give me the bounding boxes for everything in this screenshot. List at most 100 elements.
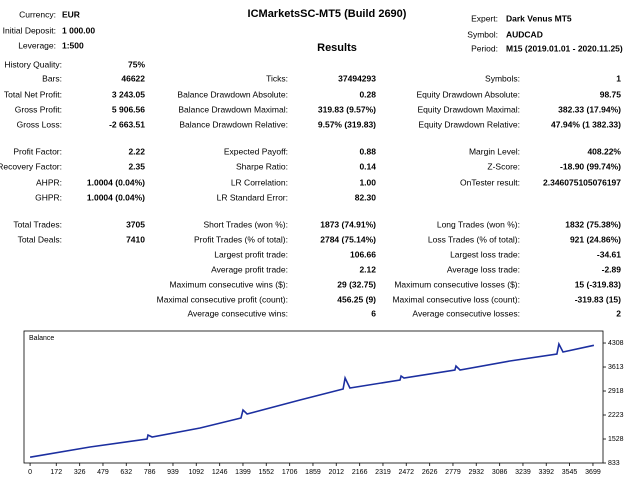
stat-value: 29 (32.75) — [337, 279, 376, 289]
stat-label: Equity Drawdown Absolute: — [417, 89, 520, 99]
stat-label: Balance Drawdown Absolute: — [177, 89, 288, 99]
stat-label: Symbols: — [485, 73, 520, 83]
stat-value: -319.83 (15) — [575, 294, 621, 304]
stat-value: 98.75 — [600, 89, 622, 99]
info-value: EUR — [62, 9, 80, 19]
x-tick-label: 172 — [50, 469, 62, 476]
stat-value: 1832 (75.38%) — [565, 219, 621, 229]
stat-label: LR Standard Error: — [217, 192, 288, 202]
y-tick-label: 3613 — [608, 364, 624, 371]
info-label: Period: — [471, 43, 498, 53]
stat-value: 2.22 — [128, 146, 145, 156]
x-tick-label: 2319 — [375, 469, 391, 476]
stat-value: 47.94% (1 382.33) — [551, 119, 621, 129]
stat-label: Profit Factor: — [13, 146, 62, 156]
x-tick-label: 3392 — [538, 469, 554, 476]
stat-value: 456.25 (9) — [337, 294, 376, 304]
stat-label: Margin Level: — [469, 146, 520, 156]
x-tick-label: 1399 — [235, 469, 251, 476]
stat-label: Equity Drawdown Relative: — [418, 119, 520, 129]
stat-label: Average loss trade: — [447, 264, 520, 274]
x-tick-label: 1552 — [258, 469, 274, 476]
stat-label: Profit Trades (% of total): — [194, 234, 288, 244]
stat-value: 2784 (75.14%) — [320, 234, 376, 244]
info-value: Dark Venus MT5 — [506, 13, 572, 23]
stat-value: 6 — [371, 308, 376, 318]
x-tick-label: 1859 — [305, 469, 321, 476]
stat-value: 0.28 — [359, 89, 376, 99]
x-tick-label: 2012 — [328, 469, 344, 476]
x-tick-label: 939 — [167, 469, 179, 476]
x-tick-label: 786 — [144, 469, 156, 476]
stat-label: Equity Drawdown Maximal: — [417, 104, 520, 114]
x-tick-label: 3086 — [492, 469, 508, 476]
stat-value: 0.88 — [359, 146, 376, 156]
stat-label: Total Trades: — [13, 219, 62, 229]
stat-label: Gross Profit: — [15, 104, 62, 114]
info-label: Leverage: — [18, 40, 56, 50]
stat-label: Expected Payoff: — [224, 146, 288, 156]
stat-value: 0.14 — [359, 161, 376, 171]
stat-value: 46622 — [121, 73, 145, 83]
chart-title: Balance — [29, 335, 54, 342]
stat-label: GHPR: — [35, 192, 62, 202]
stat-label: Sharpe Ratio: — [236, 161, 288, 171]
stat-label: Loss Trades (% of total): — [428, 234, 520, 244]
stat-value: -2.89 — [602, 264, 622, 274]
x-tick-label: 2932 — [468, 469, 484, 476]
info-label: Expert: — [471, 13, 498, 23]
balance-line — [29, 341, 595, 458]
stat-label: Maximum consecutive wins ($): — [169, 279, 288, 289]
stat-label: Largest loss trade: — [450, 249, 520, 259]
x-tick-label: 2472 — [398, 469, 414, 476]
stat-label: Maximum consecutive losses ($): — [394, 279, 520, 289]
x-tick-label: 3545 — [562, 469, 578, 476]
stat-label: Average consecutive losses: — [412, 308, 520, 318]
x-tick-label: 1092 — [188, 469, 204, 476]
stat-label: Bars: — [42, 73, 62, 83]
stat-label: Recovery Factor: — [0, 161, 62, 171]
x-tick-label: 2779 — [445, 469, 461, 476]
stat-label: Short Trades (won %): — [203, 219, 288, 229]
stat-value: 75% — [128, 59, 145, 69]
stat-value: 1873 (74.91%) — [320, 219, 376, 229]
info-value: AUDCAD — [506, 29, 543, 39]
stat-value: 1.0004 (0.04%) — [87, 177, 145, 187]
x-tick-label: 632 — [120, 469, 132, 476]
stat-label: History Quality: — [4, 59, 62, 69]
x-tick-label: 3239 — [515, 469, 531, 476]
stat-value: 37494293 — [338, 73, 376, 83]
info-value: M15 (2019.01.01 - 2020.11.25) — [506, 43, 623, 53]
stat-label: Total Deals: — [18, 234, 62, 244]
stat-value: -18.90 (99.74%) — [560, 161, 621, 171]
stat-value: 82.30 — [355, 192, 377, 202]
x-tick-label: 1706 — [282, 469, 298, 476]
stat-value: 921 (24.86%) — [570, 234, 621, 244]
stat-value: -2 663.51 — [109, 119, 145, 129]
x-tick-label: 2626 — [422, 469, 438, 476]
stat-value: -34.61 — [597, 249, 621, 259]
x-tick-label: 1246 — [212, 469, 228, 476]
x-tick-label: 3699 — [585, 469, 601, 476]
stat-value: 3 243.05 — [112, 89, 145, 99]
info-value: 1 000.00 — [62, 25, 95, 35]
stat-value: 319.83 (9.57%) — [318, 104, 376, 114]
stat-value: 382.33 (17.94%) — [558, 104, 621, 114]
stat-label: Largest profit trade: — [214, 249, 288, 259]
x-tick-label: 479 — [97, 469, 109, 476]
stat-value: 2 — [616, 308, 621, 318]
stat-value: 2.346075105076197 — [543, 177, 621, 187]
stat-value: 15 (-319.83) — [575, 279, 621, 289]
stat-label: Balance Drawdown Relative: — [179, 119, 288, 129]
stat-label: Balance Drawdown Maximal: — [178, 104, 288, 114]
info-label: Currency: — [19, 9, 56, 19]
stat-label: Long Trades (won %): — [437, 219, 520, 229]
stat-label: Z-Score: — [487, 161, 520, 171]
stat-label: OnTester result: — [460, 177, 520, 187]
y-tick-label: 1528 — [608, 436, 624, 443]
stat-value: 2.35 — [128, 161, 145, 171]
stat-label: Maximal consecutive profit (count): — [157, 294, 288, 304]
stat-label: Gross Loss: — [17, 119, 62, 129]
stat-value: 5 906.56 — [112, 104, 145, 114]
